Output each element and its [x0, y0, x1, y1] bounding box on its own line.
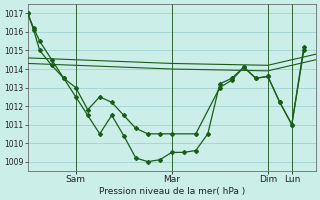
X-axis label: Pression niveau de la mer( hPa ): Pression niveau de la mer( hPa )	[99, 187, 245, 196]
